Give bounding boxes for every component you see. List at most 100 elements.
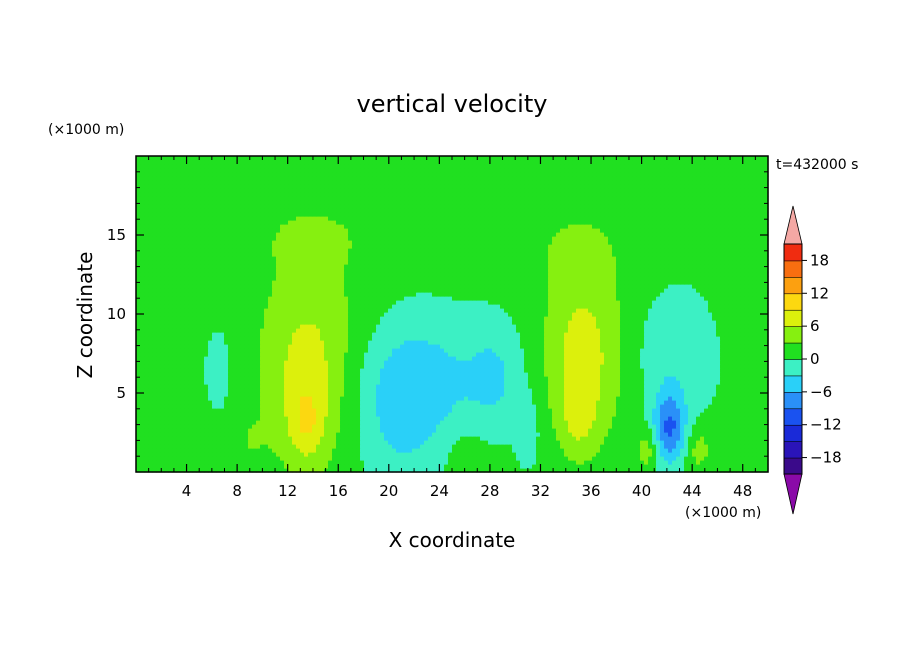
contour-cell: [276, 436, 281, 441]
contour-cell: [268, 388, 273, 393]
contour-cell: [504, 464, 509, 469]
contour-cell: [468, 396, 473, 401]
contour-cell: [408, 356, 413, 361]
contour-cell: [444, 464, 449, 469]
contour-cell: [588, 424, 593, 429]
contour-cell: [312, 360, 317, 365]
contour-cell: [736, 392, 741, 397]
contour-cell: [148, 372, 153, 377]
contour-cell: [476, 372, 481, 377]
contour-cell: [264, 452, 269, 457]
contour-cell: [492, 432, 497, 437]
contour-cell: [568, 372, 573, 377]
contour-cell: [540, 388, 545, 393]
contour-cell: [228, 364, 233, 369]
contour-cell: [408, 424, 413, 429]
contour-cell: [256, 388, 261, 393]
contour-cell: [488, 372, 493, 377]
contour-cell: [700, 468, 705, 473]
contour-cell: [168, 448, 173, 453]
contour-cell: [272, 388, 277, 393]
contour-cell: [388, 452, 393, 457]
contour-cell: [620, 424, 625, 429]
contour-cell: [300, 424, 305, 429]
contour-cell: [656, 460, 661, 465]
contour-cell: [688, 368, 693, 373]
contour-cell: [336, 416, 341, 421]
contour-cell: [528, 372, 533, 377]
contour-cell: [752, 468, 757, 473]
contour-cell: [560, 448, 565, 453]
contour-cell: [708, 368, 713, 373]
contour-cell: [268, 364, 273, 369]
contour-cell: [516, 384, 521, 389]
contour-cell: [196, 400, 201, 405]
contour-cell: [400, 440, 405, 445]
contour-cell: [464, 448, 469, 453]
contour-cell: [436, 360, 441, 365]
contour-cell: [392, 392, 397, 397]
contour-cell: [688, 356, 693, 361]
contour-cell: [480, 352, 485, 357]
contour-cell: [428, 464, 433, 469]
contour-cell: [716, 360, 721, 365]
contour-cell: [424, 376, 429, 381]
contour-cell: [328, 352, 333, 357]
contour-cell: [748, 356, 753, 361]
contour-cell: [684, 348, 689, 353]
contour-cell: [240, 424, 245, 429]
contour-cell: [384, 420, 389, 425]
contour-cell: [208, 360, 213, 365]
contour-cell: [500, 384, 505, 389]
contour-cell: [736, 428, 741, 433]
contour-cell: [356, 444, 361, 449]
contour-cell: [140, 420, 145, 425]
contour-cell: [464, 412, 469, 417]
contour-cell: [636, 424, 641, 429]
contour-cell: [496, 360, 501, 365]
contour-cell: [568, 420, 573, 425]
contour-cell: [236, 352, 241, 357]
contour-cell: [304, 360, 309, 365]
contour-cell: [552, 360, 557, 365]
contour-cell: [748, 396, 753, 401]
contour-cell: [144, 408, 149, 413]
contour-cell: [424, 420, 429, 425]
contour-cell: [476, 448, 481, 453]
contour-cell: [612, 364, 617, 369]
contour-cell: [484, 380, 489, 385]
contour-cell: [668, 432, 673, 437]
contour-cell: [700, 440, 705, 445]
contour-cell: [520, 396, 525, 401]
contour-cell: [588, 440, 593, 445]
contour-cell: [460, 408, 465, 413]
contour-cell: [424, 400, 429, 405]
contour-cell: [416, 456, 421, 461]
contour-cell: [376, 356, 381, 361]
contour-cell: [504, 364, 509, 369]
contour-cell: [332, 424, 337, 429]
contour-cell: [248, 368, 253, 373]
contour-cell: [560, 444, 565, 449]
contour-cell: [764, 460, 769, 465]
contour-cell: [512, 368, 517, 373]
contour-cell: [576, 396, 581, 401]
contour-cell: [564, 392, 569, 397]
contour-cell: [196, 412, 201, 417]
contour-cell: [188, 468, 193, 473]
contour-cell: [364, 368, 369, 373]
contour-cell: [568, 364, 573, 369]
contour-cell: [632, 392, 637, 397]
contour-cell: [460, 372, 465, 377]
contour-cell: [680, 384, 685, 389]
contour-cell: [148, 344, 153, 349]
contour-cell: [620, 464, 625, 469]
contour-cell: [732, 396, 737, 401]
contour-cell: [756, 468, 761, 473]
contour-cell: [756, 460, 761, 465]
contour-cell: [652, 404, 657, 409]
contour-cell: [284, 364, 289, 369]
contour-cell: [220, 368, 225, 373]
contour-cell: [408, 416, 413, 421]
contour-cell: [200, 400, 205, 405]
